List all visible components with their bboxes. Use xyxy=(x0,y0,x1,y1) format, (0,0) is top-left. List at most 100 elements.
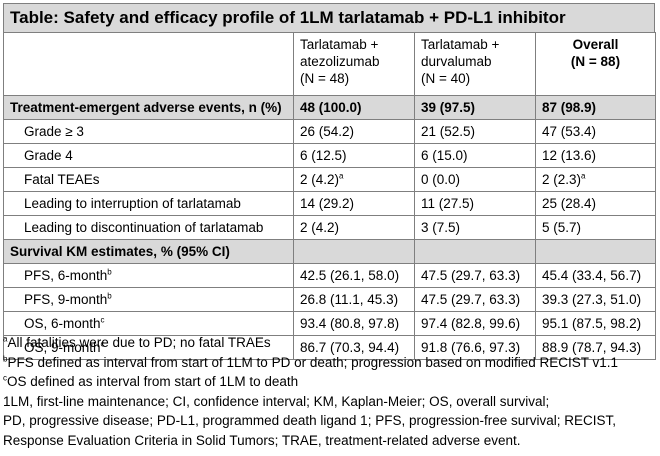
cell-value: 12 (13.6) xyxy=(535,143,656,168)
table-title: Table: Safety and efficacy profile of 1L… xyxy=(3,3,655,33)
cell-value: 47.5 (29.7, 63.3) xyxy=(414,287,536,312)
cell-value: 47 (53.4) xyxy=(535,119,656,144)
row-label: Grade 4 xyxy=(3,143,294,168)
section-label: Survival KM estimates, % (95% CI) xyxy=(3,239,294,264)
table-row: Grade 4 6 (12.5) 6 (15.0) 12 (13.6) xyxy=(3,143,656,168)
cell-value: 26.8 (11.1, 45.3) xyxy=(293,287,415,312)
row-label-text: Leading to interruption of tarlatamab xyxy=(24,196,241,211)
cell-value: 2 (4.2) xyxy=(293,215,415,240)
column-header-line: Tarlatamab + xyxy=(421,37,500,52)
cell-value: 2 (4.2)a xyxy=(293,167,415,192)
cell-value: 6 (12.5) xyxy=(293,143,415,168)
section-value: 48 (100.0) xyxy=(293,95,415,120)
row-label: Grade ≥ 3 xyxy=(3,119,294,144)
cell-value: 2 (2.3)a xyxy=(535,167,656,192)
cell-value: 97.4 (82.8, 99.6) xyxy=(414,311,536,336)
row-label: PFS, 6-monthb xyxy=(3,263,294,288)
table-row: OS, 6-monthc 93.4 (80.8, 97.8) 97.4 (82.… xyxy=(3,311,656,336)
row-label: Fatal TEAEs xyxy=(3,167,294,192)
section-label: Treatment-emergent adverse events, n (%) xyxy=(3,95,294,120)
table-row: Grade ≥ 3 26 (54.2) 21 (52.5) 47 (53.4) xyxy=(3,119,656,144)
cell-value: 11 (27.5) xyxy=(414,191,536,216)
footnote-text: PFS defined as interval from start of 1L… xyxy=(7,354,619,370)
cell-value: 88.9 (78.7, 94.3) xyxy=(535,335,656,360)
footnote-sup: a xyxy=(3,334,8,344)
abbreviations-line: 1LM, first-line maintenance; CI, confide… xyxy=(3,393,550,409)
abbreviations-line: PD, progressive disease; PD-L1, programm… xyxy=(3,413,617,428)
cell-value: 5 (5.7) xyxy=(535,215,656,240)
cell-value: 0 (0.0) xyxy=(414,167,536,192)
cell-value: 6 (15.0) xyxy=(414,143,536,168)
row-label-text: Grade ≥ 3 xyxy=(24,124,84,139)
column-header-line: Overall xyxy=(572,37,619,52)
table-row: OS, 9-monthc 86.7 (70.3, 94.4) 91.8 (76.… xyxy=(3,335,656,360)
section-value xyxy=(535,239,656,264)
footnote-marker: a xyxy=(339,171,344,181)
cell-value: 3 (7.5) xyxy=(414,215,536,240)
section-value xyxy=(293,239,415,264)
table-row: Leading to discontinuation of tarlatamab… xyxy=(3,215,656,240)
row-label-text: Fatal TEAEs xyxy=(24,172,100,187)
cell-value: 47.5 (29.7, 63.3) xyxy=(414,263,536,288)
row-label-text: OS, 9-month xyxy=(24,340,101,355)
section-row-teae: Treatment-emergent adverse events, n (%)… xyxy=(3,95,656,120)
footnote-a: aAll fatalities were due to PD; no fatal… xyxy=(3,333,655,353)
cell-value: 93.4 (80.8, 97.8) xyxy=(293,311,415,336)
column-header-atezolizumab: Tarlatamab + atezolizumab (N = 48) xyxy=(293,32,415,96)
row-label: Leading to interruption of tarlatamab xyxy=(3,191,294,216)
column-header-durvalumab: Tarlatamab + durvalumab (N = 40) xyxy=(414,32,536,96)
row-label: OS, 9-monthc xyxy=(3,335,294,360)
section-value xyxy=(414,239,536,264)
table-row: PFS, 6-monthb 42.5 (26.1, 58.0) 47.5 (29… xyxy=(3,263,656,288)
table-row: Fatal TEAEs 2 (4.2)a 0 (0.0) 2 (2.3)a xyxy=(3,167,656,192)
section-value: 87 (98.9) xyxy=(535,95,656,120)
cell-value-text: 2 (4.2) xyxy=(300,172,340,187)
column-header-line: (N = 88) xyxy=(570,54,621,69)
cell-value-text: 2 (2.3) xyxy=(542,172,582,187)
footnote-text: All fatalities were due to PD; no fatal … xyxy=(7,335,271,350)
cell-value: 26 (54.2) xyxy=(293,119,415,144)
column-header-line: atezolizumab xyxy=(300,54,380,69)
column-header-line: (N = 40) xyxy=(421,71,471,86)
footnote-marker: a xyxy=(581,171,586,181)
abbreviations-line: Response Evaluation Criteria in Solid Tu… xyxy=(3,432,521,448)
table-row: Leading to interruption of tarlatamab 14… xyxy=(3,191,656,216)
safety-efficacy-table: Tarlatamab + atezolizumab (N = 48) Tarla… xyxy=(3,32,656,360)
row-label: Leading to discontinuation of tarlatamab xyxy=(3,215,294,240)
footnote-marker: c xyxy=(100,315,105,325)
section-row-survival: Survival KM estimates, % (95% CI) xyxy=(3,239,656,264)
section-value: 39 (97.5) xyxy=(414,95,536,120)
footnote-sup: c xyxy=(3,373,7,383)
table-row: PFS, 9-monthb 26.8 (11.1, 45.3) 47.5 (29… xyxy=(3,287,656,312)
column-header-line: (N = 48) xyxy=(300,71,350,86)
row-label-text: PFS, 6-month xyxy=(24,268,108,283)
cell-value: 39.3 (27.3, 51.0) xyxy=(535,287,656,312)
footnote-b: bPFS defined as interval from start of 1… xyxy=(3,353,655,373)
row-label: OS, 6-monthc xyxy=(3,311,294,336)
cell-value: 25 (28.4) xyxy=(535,191,656,216)
row-label-text: Leading to discontinuation of tarlatamab xyxy=(24,220,264,235)
cell-value: 45.4 (33.4, 56.7) xyxy=(535,263,656,288)
row-label: PFS, 9-monthb xyxy=(3,287,294,312)
cell-value: 95.1 (87.5, 98.2) xyxy=(535,311,656,336)
footnote-c: cOS defined as interval from start of 1L… xyxy=(3,372,655,392)
cell-value: 91.8 (76.6, 97.3) xyxy=(414,335,536,360)
column-header-overall: Overall (N = 88) xyxy=(535,32,656,96)
column-header-line: durvalumab xyxy=(421,54,492,69)
footnote-marker: c xyxy=(100,339,105,349)
footnote-sup: b xyxy=(3,354,8,363)
footnote-marker: b xyxy=(107,291,112,301)
column-header-line: Tarlatamab + xyxy=(300,37,379,52)
footnotes: aAll fatalities were due to PD; no fatal… xyxy=(3,333,655,450)
header-empty-cell xyxy=(3,32,294,96)
cell-value: 14 (29.2) xyxy=(293,191,415,216)
row-label-text: OS, 6-month xyxy=(24,316,101,331)
row-label-text: Grade 4 xyxy=(24,148,73,163)
cell-value: 42.5 (26.1, 58.0) xyxy=(293,263,415,288)
cell-value: 86.7 (70.3, 94.4) xyxy=(293,335,415,360)
row-label-text: PFS, 9-month xyxy=(24,292,108,307)
footnote-text: OS defined as interval from start of 1LM… xyxy=(7,374,299,389)
footnote-marker: b xyxy=(107,267,112,277)
header-row: Tarlatamab + atezolizumab (N = 48) Tarla… xyxy=(3,32,656,96)
